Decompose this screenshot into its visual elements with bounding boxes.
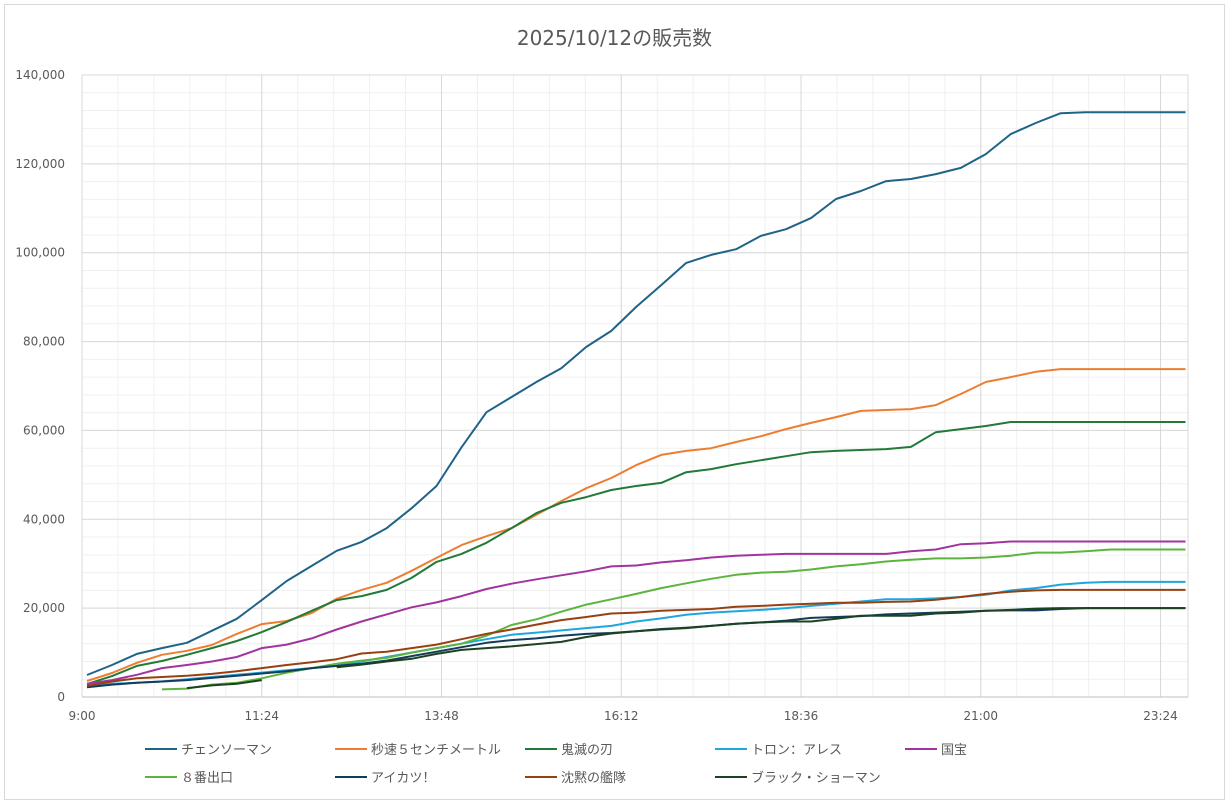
y-tick-label: 40,000	[23, 512, 65, 526]
legend-swatch	[335, 775, 367, 778]
x-tick-label: 23:24	[1143, 709, 1178, 723]
legend-label: ８番出口	[181, 771, 234, 786]
legend-item: ブラック・ショーマン	[715, 767, 881, 786]
series-line-7	[86, 588, 1186, 687]
legend-label: 秒速５センチメートル	[371, 743, 502, 758]
legend-item: 国宝	[905, 739, 967, 758]
series-line-4	[86, 540, 1186, 685]
legend-swatch	[145, 775, 177, 778]
legend-label: トロン：アレス	[751, 743, 843, 758]
legend-swatch	[715, 775, 747, 778]
legend-swatch	[715, 747, 747, 750]
x-tick-label: 11:24	[244, 709, 279, 723]
legend-swatch	[525, 775, 557, 778]
x-tick-label: 21:00	[963, 709, 998, 723]
series-line-5	[161, 548, 1186, 691]
series-line-8	[186, 607, 1186, 690]
y-tick-label: 80,000	[23, 335, 65, 349]
x-tick-label: 16:12	[604, 709, 639, 723]
legend-label: 鬼滅の刃	[561, 743, 614, 758]
chart-title: 2025/10/12の販売数	[516, 26, 713, 50]
legend-swatch	[145, 747, 177, 750]
series-line-2	[86, 421, 1186, 686]
series-line-0	[86, 111, 1186, 676]
y-tick-label: 0	[57, 690, 65, 704]
x-tick-label: 13:48	[424, 709, 459, 723]
x-tick-label: 18:36	[784, 709, 819, 723]
legend-item: チェンソーマン	[145, 739, 272, 758]
legend-item: 秒速５センチメートル	[335, 739, 501, 758]
legend-swatch	[905, 747, 937, 750]
y-tick-label: 140,000	[15, 68, 65, 82]
x-tick-label: 9:00	[69, 709, 96, 723]
legend-item: 沈黙の艦隊	[525, 767, 626, 786]
legend-item: アイカツ！	[335, 767, 435, 786]
y-tick-label: 20,000	[23, 601, 65, 615]
legend-item: 鬼滅の刃	[525, 739, 613, 758]
y-tick-label: 120,000	[15, 157, 65, 171]
legend-label: 沈黙の艦隊	[561, 771, 627, 786]
legend-swatch	[335, 747, 367, 750]
legend-label: チェンソーマン	[181, 743, 273, 758]
legend-label: ブラック・ショーマン	[751, 771, 881, 786]
legend-item: トロン：アレス	[715, 739, 842, 758]
legend-swatch	[525, 747, 557, 750]
y-tick-label: 60,000	[23, 423, 65, 437]
y-tick-label: 100,000	[15, 246, 65, 260]
legend-item: ８番出口	[145, 767, 233, 786]
chart-border	[4, 4, 1225, 800]
legend-label: アイカツ！	[371, 771, 436, 786]
legend-label: 国宝	[941, 743, 968, 758]
series-line-1	[86, 368, 1186, 682]
series-line-6	[86, 607, 1186, 689]
